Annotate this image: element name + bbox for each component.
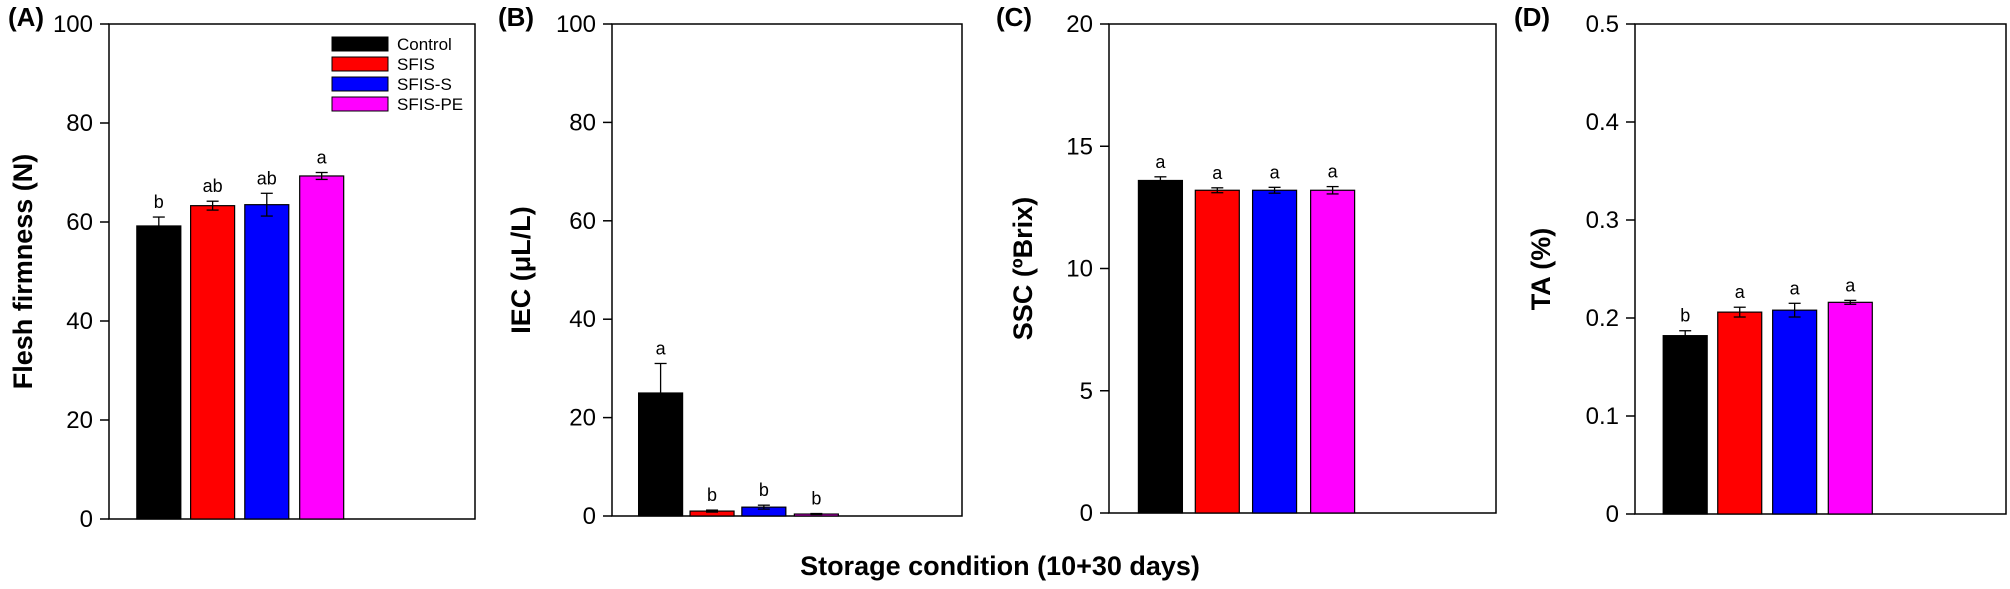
y-tick-label: 5: [1080, 378, 1093, 405]
y-tick-label: 40: [66, 308, 93, 335]
legend-label: SFIS: [397, 55, 435, 74]
y-tick-label: 0: [583, 503, 596, 530]
y-tick-label: 10: [1066, 256, 1093, 283]
legend-swatch-control: [331, 36, 389, 52]
panel-label: (B): [498, 2, 534, 32]
legend-label: SFIS-PE: [397, 95, 463, 114]
y-tick-label: 0.2: [1586, 305, 1619, 332]
chart-panel-4: (D) 0 0.1 0.2 0.3 0.4 0.5 TA (%) b a a a: [1514, 2, 2007, 528]
y-tick-label: 0.4: [1586, 109, 1619, 136]
bar-sfis-s: [1251, 189, 1298, 514]
significance-label: a: [1790, 278, 1801, 298]
bar-sfis-pe: [299, 175, 345, 520]
significance-label: b: [707, 485, 717, 505]
y-tick-label: 100: [53, 11, 93, 38]
y-tick-label: 0: [1080, 500, 1093, 527]
y-tick-label: 0.5: [1586, 11, 1619, 38]
significance-label: a: [1155, 152, 1166, 172]
y-tick-label: 60: [66, 209, 93, 236]
bar-sfis-s: [244, 204, 290, 520]
bar-sfis: [190, 205, 236, 520]
significance-label: a: [656, 338, 667, 358]
significance-label: b: [811, 489, 821, 509]
chart-panel-2: (B) 0 20 40 60 80 100 IEC (μL/L) a b b b: [498, 2, 963, 530]
bar-control: [1662, 335, 1708, 515]
y-tick-label: 20: [1066, 11, 1093, 38]
y-tick-label: 15: [1066, 133, 1093, 160]
panel-label: (D): [1514, 2, 1550, 32]
y-tick-label: 60: [569, 208, 596, 235]
y-tick-label: 40: [569, 306, 596, 333]
legend-label: Control: [397, 35, 452, 54]
chart-panel-3: (C) 0 5 10 15 20 SSC (ºBrix) a a a a: [996, 2, 1497, 527]
bar-control: [136, 225, 182, 520]
y-axis-label: TA (%): [1526, 228, 1556, 310]
significance-label: b: [759, 480, 769, 500]
legend-label: SFIS-S: [397, 75, 452, 94]
y-tick-label: 80: [569, 109, 596, 136]
significance-label: a: [1845, 275, 1856, 295]
bar-sfis-pe: [1827, 301, 1873, 515]
bar-control: [1137, 179, 1184, 514]
bar-sfis: [1194, 189, 1240, 514]
significance-label: a: [1735, 282, 1746, 302]
shared-x-axis-label: Storage condition (10+30 days): [800, 551, 1200, 581]
significance-label: ab: [203, 176, 223, 196]
significance-label: b: [154, 192, 164, 212]
significance-label: a: [1270, 162, 1281, 182]
bar-sfis-pe: [1310, 189, 1356, 514]
plot-frame: [611, 23, 963, 517]
legend-swatch-sfis: [331, 56, 389, 72]
significance-label: a: [1212, 163, 1223, 183]
y-tick-label: 0.1: [1586, 403, 1619, 430]
y-axis-label: SSC (ºBrix): [1008, 197, 1038, 340]
significance-label: b: [1680, 306, 1690, 326]
plot-frame: [108, 23, 476, 520]
y-tick-label: 0.3: [1586, 207, 1619, 234]
y-tick-label: 0: [80, 506, 93, 533]
significance-label: a: [1328, 162, 1339, 182]
y-tick-label: 100: [556, 11, 596, 38]
significance-label: ab: [257, 168, 277, 188]
bar-sfis: [1717, 311, 1763, 515]
y-axis-label: IEC (μL/L): [506, 206, 536, 334]
y-tick-label: 20: [569, 405, 596, 432]
bar-sfis-s: [1772, 309, 1818, 515]
legend-swatch-sfis-s: [331, 76, 389, 92]
y-tick-label: 0: [1606, 501, 1619, 528]
y-tick-label: 80: [66, 110, 93, 137]
legend-swatch-sfis-pe: [331, 96, 389, 112]
y-tick-label: 20: [66, 407, 93, 434]
panel-label: (A): [8, 2, 44, 32]
panel-label: (C): [996, 2, 1032, 32]
plot-frame: [1634, 23, 2007, 515]
chart-panel-1: (A) 0 20 40 60 80 100 Flesh firmness (N) b ab ab a C…: [8, 2, 476, 533]
y-axis-label: Flesh firmness (N): [8, 154, 38, 390]
significance-label: a: [317, 148, 328, 168]
